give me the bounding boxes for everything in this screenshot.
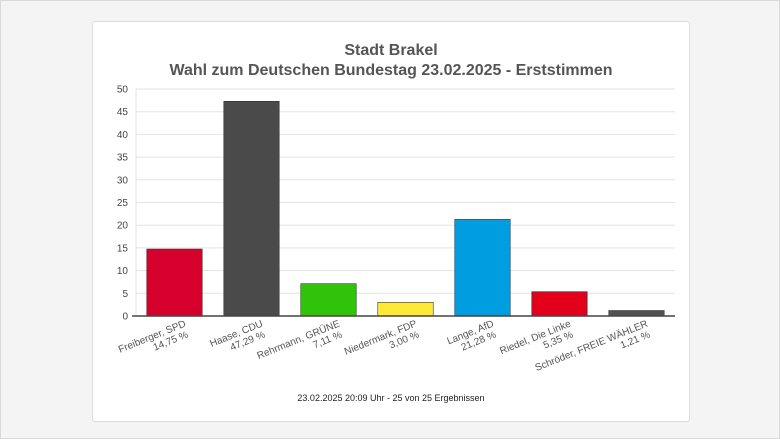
x-tick-label: Freiberger, SPD14,75 % (117, 319, 192, 366)
bar (300, 283, 357, 317)
x-tick-label: Rehrmann, GRÜNE7,11 % (255, 318, 346, 373)
bar (608, 310, 665, 317)
y-tick-label: 25 (117, 198, 129, 209)
y-tick-label: 45 (117, 107, 129, 118)
y-tick-label: 15 (117, 243, 129, 254)
y-tick-label: 35 (117, 153, 129, 164)
chart-subtitle: Wahl zum Deutschen Bundestag 23.02.2025 … (169, 62, 613, 79)
chart-card: Stadt Brakel Wahl zum Deutschen Bundesta… (92, 21, 690, 422)
x-tick-label: Niedermark, FDP3,00 % (343, 318, 423, 367)
y-tick-label: 40 (117, 130, 129, 141)
chart-title: Stadt Brakel (344, 42, 438, 59)
x-tick-label: Lange, AfD21,28 % (446, 319, 500, 358)
y-tick-label: 50 (117, 85, 129, 96)
bar-chart: 0 5 10 15 20 25 30 35 40 45 50 Freiberger, SPD14,75… (117, 85, 675, 374)
bar (377, 302, 434, 317)
bar (531, 291, 588, 317)
y-tick-label: 0 (122, 312, 128, 323)
y-tick-label: 10 (117, 266, 129, 277)
y-tick-label: 30 (117, 175, 129, 186)
bar (223, 101, 280, 317)
chart-footer: 23.02.2025 20:09 Uhr - 25 von 25 Ergebni… (297, 393, 485, 403)
bar (146, 248, 203, 317)
y-tick-label: 20 (117, 221, 129, 232)
y-tick-label: 5 (122, 289, 128, 300)
bar (454, 219, 511, 317)
